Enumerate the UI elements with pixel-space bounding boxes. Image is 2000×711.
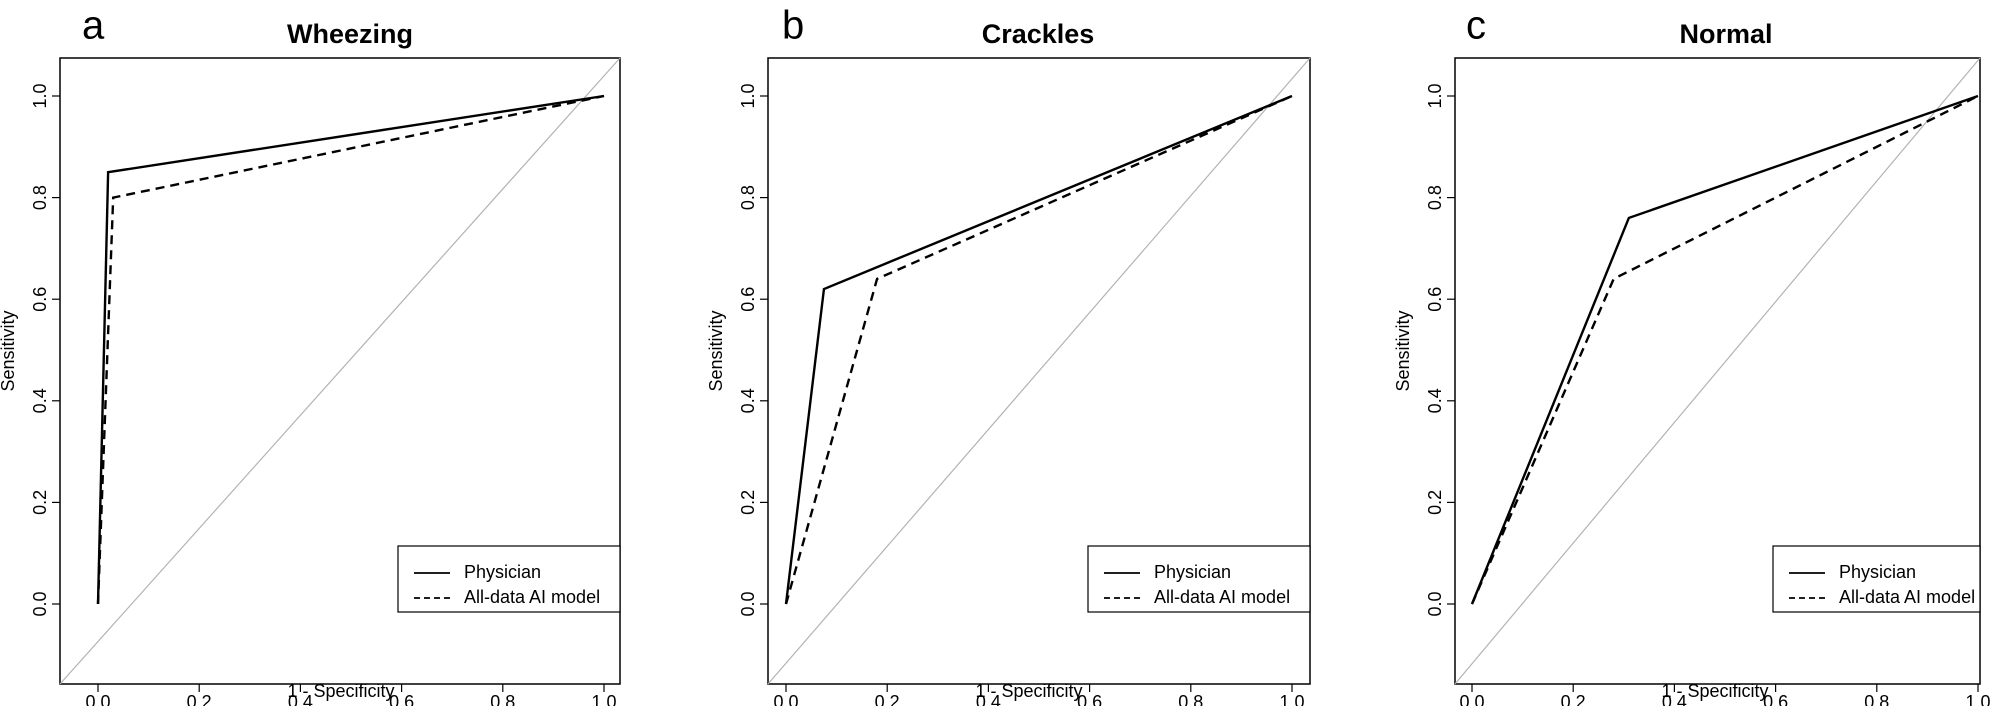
x-tick-label: 0.8 [1178,692,1203,706]
series-line-physician [96,94,605,605]
reference-diagonal [767,57,1311,685]
legend: Physician All-data AI model [1087,545,1311,613]
y-tick-label: 0.0 [1425,591,1445,616]
y-tick-label: 0.2 [1425,490,1445,515]
x-tick-label: 1.0 [1965,692,1990,706]
x-tick-label: 1.0 [591,692,616,706]
x-tick-label: 0.8 [1864,692,1889,706]
x-tick-label: 0.0 [1459,692,1484,706]
y-tick-label: 0.4 [30,388,50,413]
legend-label: All-data AI model [1154,587,1290,607]
legend: Physician All-data AI model [1772,545,1981,613]
x-tick-label: 0.2 [1561,692,1586,706]
legend-label: Physician [464,562,541,582]
legend-box [1087,545,1311,613]
legend-label: All-data AI model [1839,587,1975,607]
legend-box [397,545,621,613]
series-line-physician [1470,94,1979,605]
x-axis-title: 1 - Specificity [287,681,394,701]
x-tick-label: 0.2 [187,692,212,706]
x-tick-label: 0.0 [85,692,110,706]
y-tick-label: 0.4 [1425,388,1445,413]
y-tick-label: 1.0 [738,83,758,108]
y-tick-label: 1.0 [30,83,50,108]
series-line-ai-model [96,94,605,605]
y-tick-label: 1.0 [1425,83,1445,108]
legend: Physician All-data AI model [397,545,621,613]
legend-box [1772,545,1981,613]
y-tick-label: 0.0 [738,591,758,616]
series-line-ai-model [784,94,1293,605]
y-tick-label: 0.4 [738,388,758,413]
x-tick-label: 1.0 [1279,692,1304,706]
plot-frame [1454,57,1981,685]
y-tick-label: 0.8 [30,185,50,210]
y-tick-label: 0.6 [1425,287,1445,312]
plot-frame [59,57,621,685]
y-tick-label: 0.2 [30,490,50,515]
x-axis-title: 1 - Specificity [1661,681,1768,701]
y-tick-label: 0.6 [30,287,50,312]
chart-title: Wheezing [287,19,413,49]
y-axis-title: Sensitivity [0,310,18,391]
panel-letter: a [82,4,105,48]
chart-title: Crackles [982,19,1095,49]
legend-label: Physician [1154,562,1231,582]
series-line-ai-model [1470,94,1979,605]
panel-letter: c [1466,4,1486,48]
y-tick-label: 0.2 [738,490,758,515]
y-axis-title: Sensitivity [1393,310,1413,391]
plot-frame [767,57,1311,685]
x-tick-label: 0.2 [875,692,900,706]
reference-diagonal [59,57,621,685]
y-axis-title: Sensitivity [706,310,726,391]
y-tick-label: 0.0 [30,591,50,616]
y-tick-label: 0.6 [738,287,758,312]
y-tick-label: 0.8 [738,185,758,210]
chart-title: Normal [1679,19,1772,49]
panel-letter: b [782,4,804,48]
legend-label: Physician [1839,562,1916,582]
x-axis-title: 1 - Specificity [975,681,1082,701]
series-line-physician [784,94,1293,605]
x-tick-label: 0.8 [490,692,515,706]
y-tick-label: 0.8 [1425,185,1445,210]
legend-label: All-data AI model [464,587,600,607]
reference-diagonal [1454,57,1981,685]
x-tick-label: 0.0 [773,692,798,706]
